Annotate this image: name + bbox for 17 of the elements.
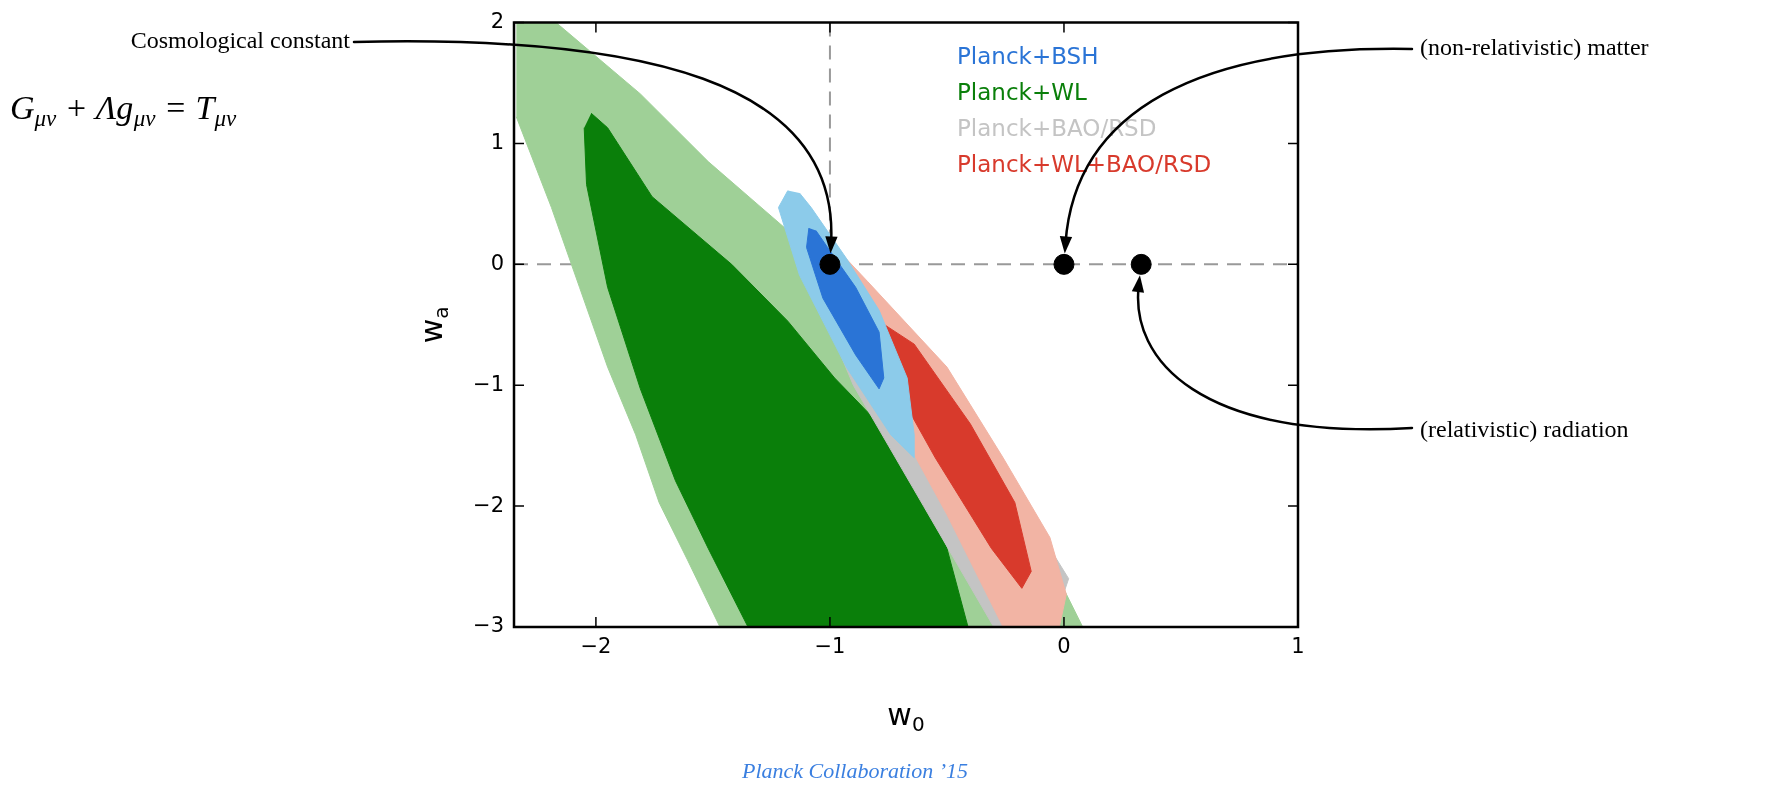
y-tick-label: 1 xyxy=(490,129,504,154)
x-tick-label: −1 xyxy=(814,634,846,659)
x-tick-label: 1 xyxy=(1291,634,1305,659)
text: Planck+WL xyxy=(957,78,1087,105)
y-tick-label: −2 xyxy=(473,492,504,517)
text: (relativistic) radiation xyxy=(1420,416,1629,443)
y-tick-label: 2 xyxy=(490,9,504,34)
x-tick-label: −2 xyxy=(580,634,612,659)
text: Cosmological constant xyxy=(130,27,351,54)
text: (non-relativistic) matter xyxy=(1420,34,1649,61)
x-tick-label: 0 xyxy=(1057,634,1071,659)
y-tick-label: −3 xyxy=(473,613,504,638)
y-axis-title: wa xyxy=(413,306,454,344)
text: Planck Collaboration ’15 xyxy=(740,757,969,783)
y-tick-label: −1 xyxy=(473,371,504,396)
y-tick-label: 0 xyxy=(490,250,504,275)
text: Planck+BSH xyxy=(957,42,1099,69)
